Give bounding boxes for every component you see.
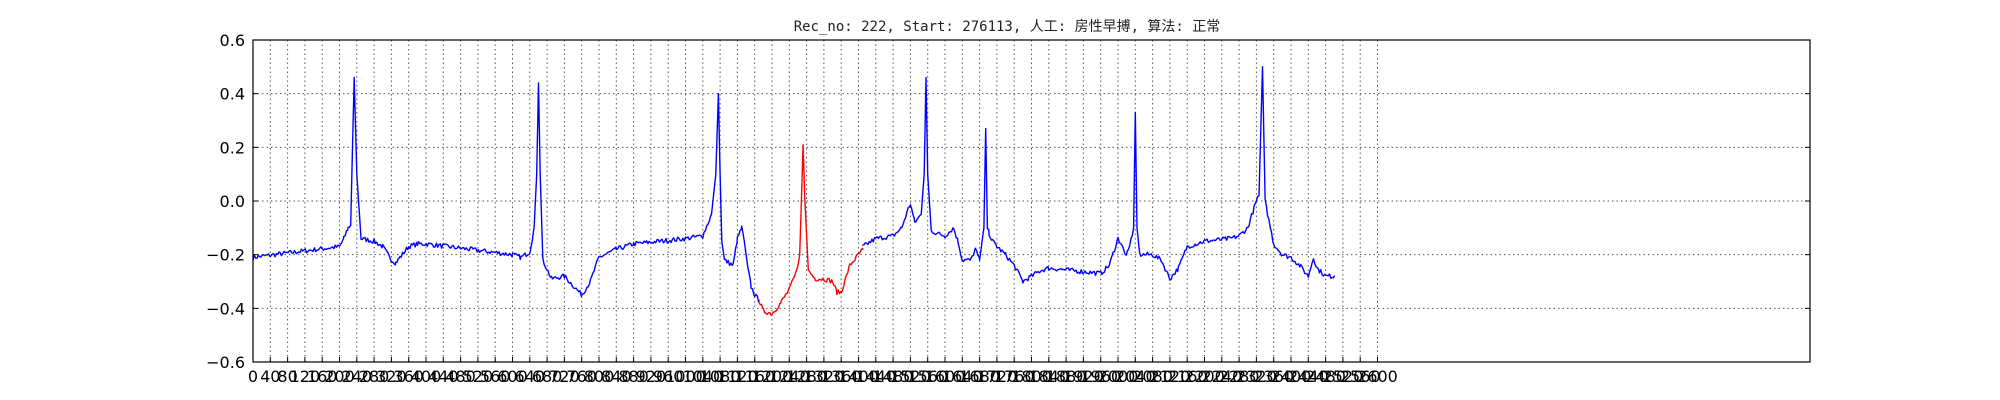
ecg-trace-segment-2 xyxy=(758,143,864,316)
x-tick-label: 2280 xyxy=(1219,367,1260,386)
y-tick-label: 0.6 xyxy=(220,31,245,50)
y-tick-label: 0.0 xyxy=(220,192,245,211)
x-tick-label: 2200 xyxy=(1184,367,1225,386)
x-tick-label: 2000 xyxy=(1098,367,1139,386)
x-tick-label: 2160 xyxy=(1167,367,1208,386)
x-tick-label: 120 xyxy=(290,367,321,386)
y-tick-label: −0.6 xyxy=(206,353,245,372)
x-tick-label: 760 xyxy=(566,367,597,386)
x-tick-label: 720 xyxy=(549,367,580,386)
ecg-traces xyxy=(252,66,1336,316)
x-tick-label: 1600 xyxy=(925,367,966,386)
y-tick-label: −0.4 xyxy=(206,299,245,318)
x-tick-label: 2520 xyxy=(1323,367,1364,386)
x-tick-label: 1320 xyxy=(804,367,845,386)
x-tick-label: 600 xyxy=(497,367,528,386)
x-tick-label: 640 xyxy=(515,367,546,386)
x-tick-label: 1920 xyxy=(1063,367,1104,386)
x-tick-label: 2560 xyxy=(1340,367,1381,386)
x-tick-label: 160 xyxy=(307,367,338,386)
x-tick-label: 2400 xyxy=(1271,367,1312,386)
x-tick-label: 1360 xyxy=(821,367,862,386)
x-tick-label: 1240 xyxy=(769,367,810,386)
x-tick-label: 2320 xyxy=(1236,367,1277,386)
x-tick-label: 1520 xyxy=(890,367,931,386)
x-axis-ticks: 0 408012016020024028032036040044048052056… xyxy=(248,357,1398,386)
x-tick-label: 360 xyxy=(393,367,424,386)
x-tick-label: 2240 xyxy=(1201,367,1242,386)
x-tick-label: 40 xyxy=(260,367,280,386)
chart-title: Rec_no: 222, Start: 276113, 人工: 房性早搏, 算法… xyxy=(794,18,1221,35)
x-tick-label: 1880 xyxy=(1046,367,1087,386)
x-tick-label: 1800 xyxy=(1011,367,1052,386)
x-tick-label: 1120 xyxy=(717,367,758,386)
x-tick-label: 240 xyxy=(342,367,373,386)
x-tick-label: 2480 xyxy=(1305,367,1346,386)
x-tick-label: 80 xyxy=(277,367,297,386)
x-tick-label: 320 xyxy=(376,367,407,386)
x-tick-label: 2080 xyxy=(1132,367,1173,386)
x-tick-label: 1440 xyxy=(855,367,896,386)
x-tick-label: 280 xyxy=(359,367,390,386)
x-tick-label: 1160 xyxy=(734,367,775,386)
ecg-trace-segment-3 xyxy=(862,66,1336,284)
x-tick-label: 680 xyxy=(532,367,563,386)
x-tick-label: 1200 xyxy=(752,367,793,386)
x-tick-label: 1040 xyxy=(682,367,723,386)
x-tick-label: 1000 xyxy=(665,367,706,386)
x-tick-label: 1400 xyxy=(838,367,879,386)
x-tick-label: 200 xyxy=(324,367,355,386)
y-axis-ticks: −0.6 −0.4 −0.2 0.0 0.2 0.4 0.6 xyxy=(206,31,1810,372)
x-tick-label: 2120 xyxy=(1150,367,1191,386)
x-tick-label: 1720 xyxy=(977,367,1018,386)
x-tick-label: 920 xyxy=(636,367,667,386)
x-tick-label: 2440 xyxy=(1288,367,1329,386)
x-tick-label: 1760 xyxy=(994,367,1035,386)
y-tick-label: 0.4 xyxy=(220,85,245,104)
x-tick-label: 800 xyxy=(584,367,615,386)
x-tick-label: 1080 xyxy=(700,367,741,386)
x-tick-label: 1960 xyxy=(1080,367,1121,386)
x-tick-label: 440 xyxy=(428,367,459,386)
x-tick-label: 880 xyxy=(618,367,649,386)
ecg-trace-segment-1 xyxy=(252,76,760,303)
x-tick-label: 2360 xyxy=(1253,367,1294,386)
x-tick-label: 1280 xyxy=(786,367,827,386)
x-tick-label: 520 xyxy=(463,367,494,386)
x-tick-label: 1840 xyxy=(1028,367,1069,386)
grid-lines xyxy=(253,40,1810,362)
x-tick-label: 480 xyxy=(445,367,476,386)
x-tick-label: 2600 xyxy=(1357,367,1398,386)
x-tick-label: 400 xyxy=(411,367,442,386)
x-tick-label: 2040 xyxy=(1115,367,1156,386)
x-tick-label: 960 xyxy=(653,367,684,386)
x-tick-label: 0 xyxy=(248,367,258,386)
y-tick-label: −0.2 xyxy=(206,246,245,265)
y-tick-label: 0.2 xyxy=(220,138,245,157)
x-tick-label: 840 xyxy=(601,367,632,386)
x-tick-label: 1640 xyxy=(942,367,983,386)
x-tick-label: 1680 xyxy=(959,367,1000,386)
x-tick-label: 1480 xyxy=(873,367,914,386)
x-tick-label: 560 xyxy=(480,367,511,386)
x-tick-label: 1560 xyxy=(907,367,948,386)
